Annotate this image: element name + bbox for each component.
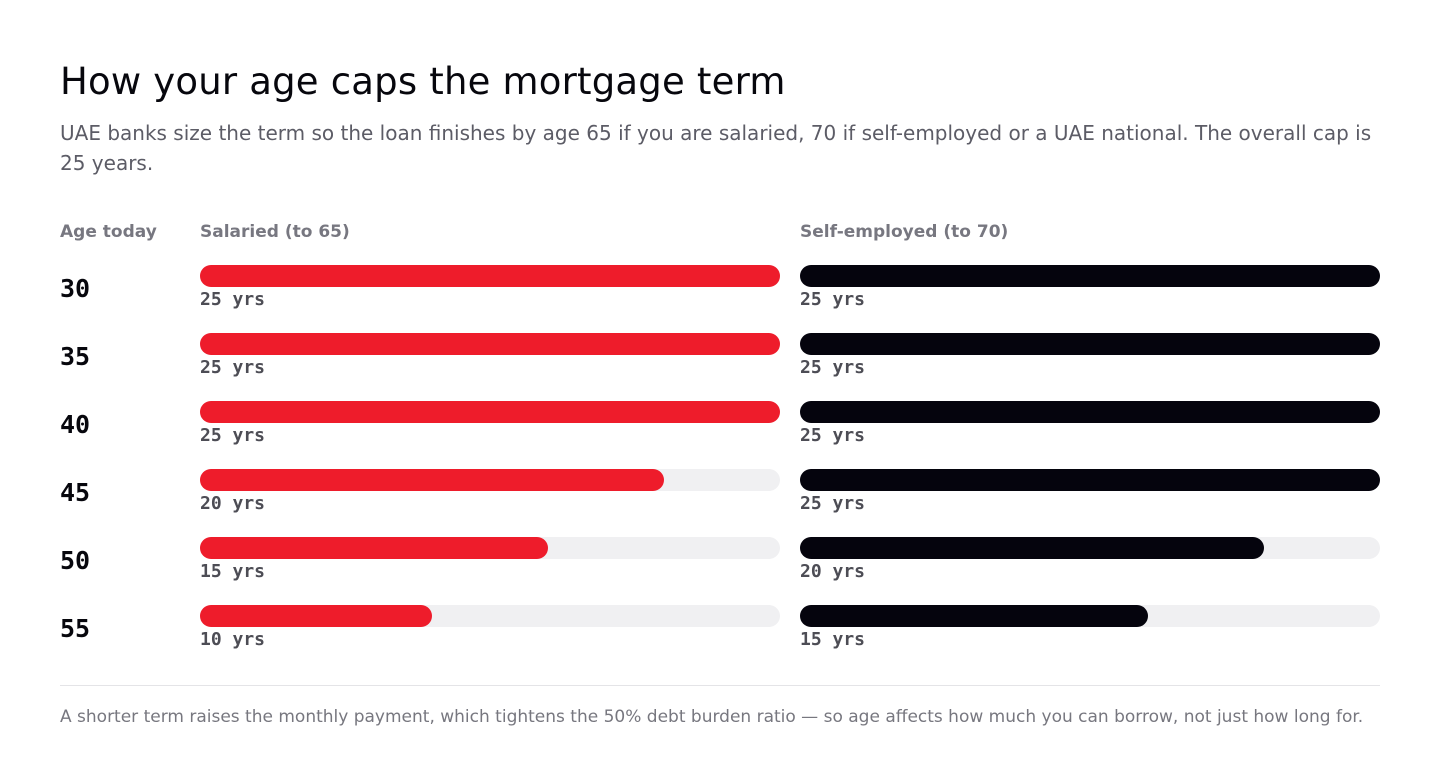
bar-value-label: 25 yrs — [200, 425, 266, 446]
age-label: 40 — [60, 410, 91, 439]
age-label: 45 — [60, 478, 91, 507]
row-header-age: Age today — [60, 222, 157, 242]
bar-value-label: 15 yrs — [200, 561, 266, 582]
bar-track — [200, 469, 780, 491]
self-employed-bar — [800, 401, 1380, 423]
self-employed-bar — [800, 469, 1380, 491]
bar-track — [200, 265, 780, 287]
bar-value-label: 20 yrs — [200, 493, 266, 514]
bar-value-label: 10 yrs — [200, 629, 266, 650]
self-employed-bar — [800, 265, 1380, 287]
bar-value-label: 25 yrs — [800, 289, 866, 310]
bar-track — [200, 605, 780, 627]
age-label: 35 — [60, 342, 91, 371]
salaried-bar — [200, 469, 664, 491]
age-label: 55 — [60, 614, 91, 643]
bar-track — [200, 333, 780, 355]
salaried-bar — [200, 401, 780, 423]
footnote: A shorter term raises the monthly paymen… — [60, 707, 1364, 727]
bar-value-label: 25 yrs — [800, 425, 866, 446]
bar-value-label: 25 yrs — [200, 357, 266, 378]
bar-track — [200, 537, 780, 559]
bar-track — [800, 469, 1380, 491]
bar-track — [800, 537, 1380, 559]
self-employed-bar — [800, 605, 1148, 627]
bar-track — [800, 605, 1380, 627]
age-label: 50 — [60, 546, 91, 575]
chart-subtitle: UAE banks size the term so the loan fini… — [60, 121, 1372, 175]
salaried-bar — [200, 537, 548, 559]
salaried-bar — [200, 333, 780, 355]
self-employed-bar — [800, 537, 1264, 559]
bar-value-label: 25 yrs — [800, 357, 866, 378]
age-label: 30 — [60, 274, 91, 303]
series-header-salaried: Salaried (to 65) — [200, 222, 350, 242]
bar-value-label: 25 yrs — [200, 289, 266, 310]
self-employed-bar — [800, 333, 1380, 355]
bar-track — [800, 401, 1380, 423]
bar-track — [800, 333, 1380, 355]
salaried-bar — [200, 265, 780, 287]
bar-value-label: 15 yrs — [800, 629, 866, 650]
bar-track — [200, 401, 780, 423]
bar-value-label: 20 yrs — [800, 561, 866, 582]
salaried-bar — [200, 605, 432, 627]
bar-value-label: 25 yrs — [800, 493, 866, 514]
chart-title: How your age caps the mortgage term — [60, 60, 786, 103]
footnote-divider — [60, 685, 1380, 686]
series-header-self-employed: Self-employed (to 70) — [800, 222, 1009, 242]
bar-track — [800, 265, 1380, 287]
